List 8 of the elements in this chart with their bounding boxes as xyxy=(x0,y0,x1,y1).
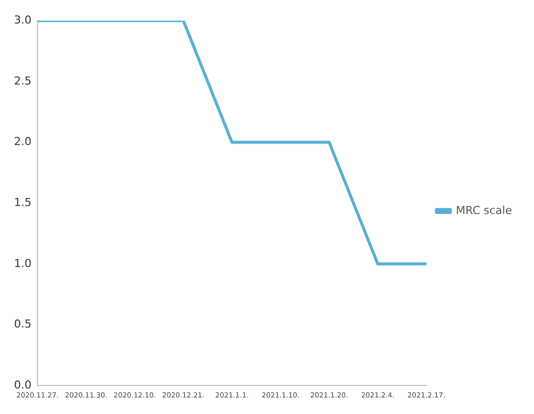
y-tick-label: 2.5 xyxy=(14,74,32,88)
y-tick-label: 1.0 xyxy=(14,256,32,270)
y-tick-label: 0.0 xyxy=(14,378,32,392)
y-tick-label: 1.5 xyxy=(14,196,32,209)
y-tick-label: 3.0 xyxy=(14,13,32,26)
y-tick-label: 2.0 xyxy=(14,135,32,148)
y-tick-label: 0.5 xyxy=(14,318,32,331)
legend-label: MRC scale xyxy=(456,204,512,217)
